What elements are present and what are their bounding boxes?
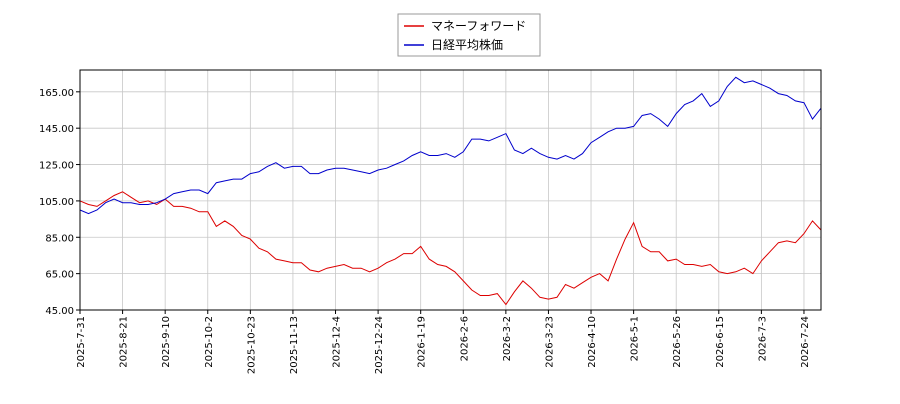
x-tick-label: 2025-11-13 [289,316,300,374]
y-tick-label: 105.00 [39,197,74,208]
x-tick-label: 2025-8-21 [119,316,130,368]
x-tick-label: 2026-1-19 [417,316,428,368]
legend-label: マネーフォワード [431,19,526,33]
x-tick-label: 2026-7-3 [757,316,768,361]
x-tick-label: 2026-3-2 [502,316,513,361]
y-tick-label: 65.00 [45,270,74,281]
x-tick-label: 2026-7-24 [800,316,811,368]
x-tick-label: 2025-12-4 [332,316,343,368]
y-tick-label: 125.00 [39,161,74,172]
series-line [79,76,822,215]
legend-box [397,13,541,57]
x-tick-label: 2026-5-26 [672,316,683,368]
y-tick-label: 45.00 [45,306,74,317]
x-tick-label: 2026-3-23 [544,316,555,368]
x-tick-label: 2026-2-6 [459,316,470,361]
y-tick-label: 85.00 [45,233,74,244]
y-tick-label: 165.00 [39,88,74,99]
x-tick-label: 2025-7-31 [76,316,87,368]
series-line [79,191,822,306]
x-tick-label: 2025-10-2 [204,316,215,368]
x-tick-label: 2025-9-10 [161,316,172,368]
legend-label: 日経平均株価 [431,37,503,52]
x-tick-label: 2025-10-23 [246,316,257,374]
plot-frame [79,69,822,311]
x-tick-label: 2025-12-24 [374,316,385,374]
x-tick-label: 2026-5-1 [630,316,641,361]
x-tick-label: 2026-6-15 [715,316,726,368]
y-tick-label: 145.00 [39,124,74,135]
x-tick-label: 2026-4-10 [587,316,598,368]
